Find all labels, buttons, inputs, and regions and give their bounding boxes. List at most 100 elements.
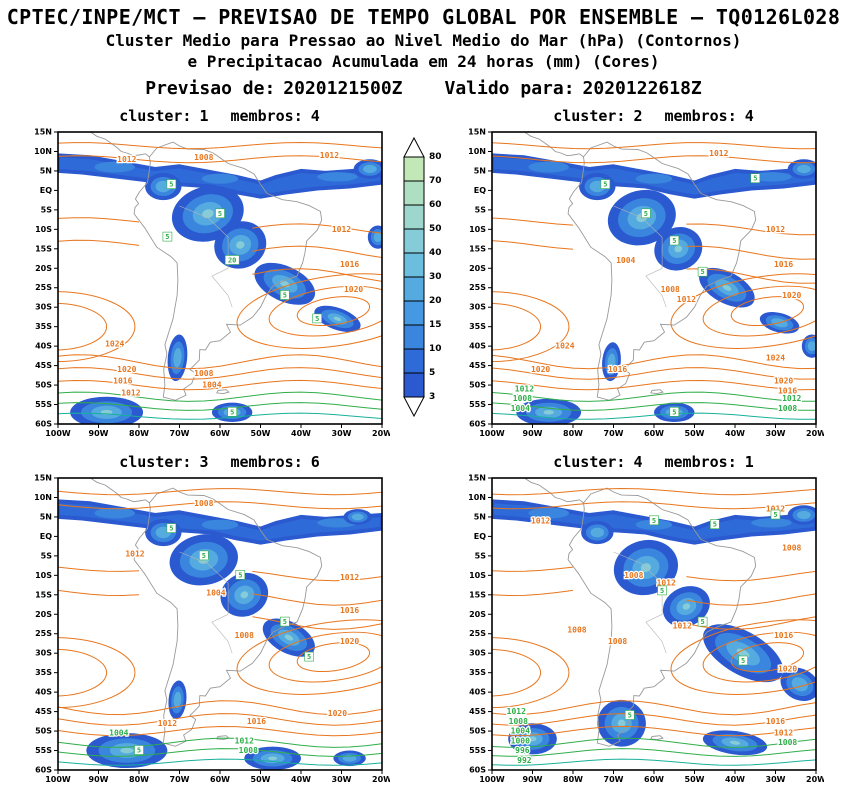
lat-tick-label: 10N [34, 147, 52, 156]
lat-tick-label: 15S [35, 244, 52, 253]
cluster-value: 2 [633, 107, 643, 125]
cluster-panel-4: cluster: 4 membros: 1 1012 1012 1008 1008 1012 10… [458, 453, 824, 793]
precip-label-box [198, 550, 209, 561]
pressure-contours [57, 488, 382, 766]
precip-label-box [709, 519, 720, 530]
pressure-label: 1012 [121, 388, 140, 397]
lat-tick-label: 15S [469, 590, 486, 599]
colorbar-segment [403, 300, 424, 326]
precip-label: 5 [740, 657, 744, 665]
lat-tick-label: 30S [469, 649, 486, 658]
precipitation-shading [491, 499, 816, 756]
precip-label-box [235, 570, 245, 580]
precip-label-box [697, 266, 707, 277]
pressure-label: 1008 [194, 499, 213, 508]
map-content: 1012 1008 1012 1012 1016 1020 1024 1020 1016 1012… [57, 132, 382, 424]
lat-tick-label: 20S [469, 264, 486, 273]
lat-tick-label: 55S [35, 400, 52, 409]
lon-tick-label: 70W [603, 429, 623, 438]
lat-tick-label: 40S [469, 688, 486, 697]
panel-title: cluster: 2 membros: 4 [458, 107, 824, 127]
lon-tick-label: 50W [250, 775, 270, 784]
lat-tick-label: EQ [473, 532, 485, 541]
coastline [523, 478, 756, 747]
colorbar-tick-label: 70 [429, 176, 442, 186]
lat-tick-label: 5S [474, 205, 486, 214]
pressure-label: 1012 [125, 549, 144, 558]
lat-tick-label: 35S [469, 668, 486, 677]
membros-value: 6 [310, 453, 320, 471]
lat-tick-label: 5N [39, 166, 51, 175]
precip-label-box [303, 651, 314, 662]
lat-tick-label: 30S [469, 303, 486, 312]
precip-label: 5 [700, 618, 704, 626]
pressure-label: 1012 [339, 573, 358, 582]
precip-label: 5 [306, 653, 310, 661]
lon-tick-label: 100W [45, 429, 71, 438]
colorbar-arrow-up-icon [402, 136, 425, 158]
lat-tick-label: 15S [469, 244, 486, 253]
lat-tick-label: 15S [35, 590, 52, 599]
colorbar-segment [403, 204, 424, 230]
colorbar-segment [403, 252, 424, 278]
lon-tick-label: 90W [522, 775, 542, 784]
lat-tick-label: EQ [39, 186, 51, 195]
lat-tick-label: 35S [35, 668, 52, 677]
page-title: CPTEC/INPE/MCT — PREVISAO DE TEMPO GLOBA… [6, 5, 841, 29]
pressure-label: 1012 [234, 736, 253, 745]
pressure-label: 1008 [512, 394, 531, 403]
lat-tick-label: 25S [35, 629, 52, 638]
panel-title: cluster: 4 membros: 1 [458, 453, 824, 473]
precipitation-shading [57, 153, 382, 424]
coastline [89, 132, 322, 401]
lon-tick-label: 100W [479, 429, 505, 438]
colorbar-tick-label: 3 [429, 392, 435, 402]
lat-tick-label: 20S [35, 264, 52, 273]
precip-label: 5 [238, 571, 242, 579]
pressure-label: 1004 [109, 729, 128, 738]
precip-label: 5 [659, 587, 663, 595]
pressure-contours [491, 142, 816, 420]
pressure-label: 1016 [773, 260, 792, 269]
colorbar-segment [403, 156, 424, 182]
membros-value: 4 [310, 107, 320, 125]
precip-label-box [166, 179, 176, 189]
lat-tick-label: 15N [34, 128, 52, 137]
lon-tick-label: 30W [765, 775, 785, 784]
precip-label-box [749, 173, 760, 184]
lon-tick-label: 90W [88, 429, 108, 438]
coastline [523, 132, 756, 401]
lat-tick-label: 15N [468, 474, 486, 483]
lat-tick-label: 50S [469, 381, 486, 390]
pressure-label: 1012 [530, 516, 549, 525]
precip-label: 5 [672, 408, 676, 416]
lat-tick-label: 45S [469, 707, 486, 716]
lat-tick-label: EQ [39, 532, 51, 541]
precip-label: 5 [169, 525, 173, 533]
precip-label-box [279, 290, 290, 300]
lon-tick-label: 30W [765, 429, 785, 438]
lon-tick-label: 20W [372, 429, 390, 438]
lat-tick-label: 10N [468, 147, 486, 156]
lat-tick-label: 50S [35, 381, 52, 390]
lon-tick-label: 50W [684, 429, 704, 438]
precip-label-box [656, 585, 667, 596]
pressure-label: 1016 [339, 260, 358, 269]
lat-tick-label: 55S [35, 746, 52, 755]
pressure-label: 1008 [624, 571, 643, 580]
lon-tick-label: 80W [563, 775, 583, 784]
lat-tick-label: 15N [34, 474, 52, 483]
lat-tick-label: 35S [35, 322, 52, 331]
pressure-label: 1004 [202, 381, 221, 390]
colorbar-tick-label: 15 [429, 320, 442, 330]
colorbar-segment [403, 324, 424, 350]
lat-tick-label: EQ [473, 186, 485, 195]
subtitle-line-2: e Precipitacao Acumulada em 24 horas (mm… [187, 52, 660, 71]
pressure-label: 1020 [327, 709, 346, 718]
grid-spacer [394, 453, 454, 793]
pressure-label: 1008 [607, 637, 626, 646]
precip-label: 5 [282, 618, 286, 626]
lat-tick-label: 10S [35, 571, 52, 580]
pressure-contours [491, 487, 816, 766]
